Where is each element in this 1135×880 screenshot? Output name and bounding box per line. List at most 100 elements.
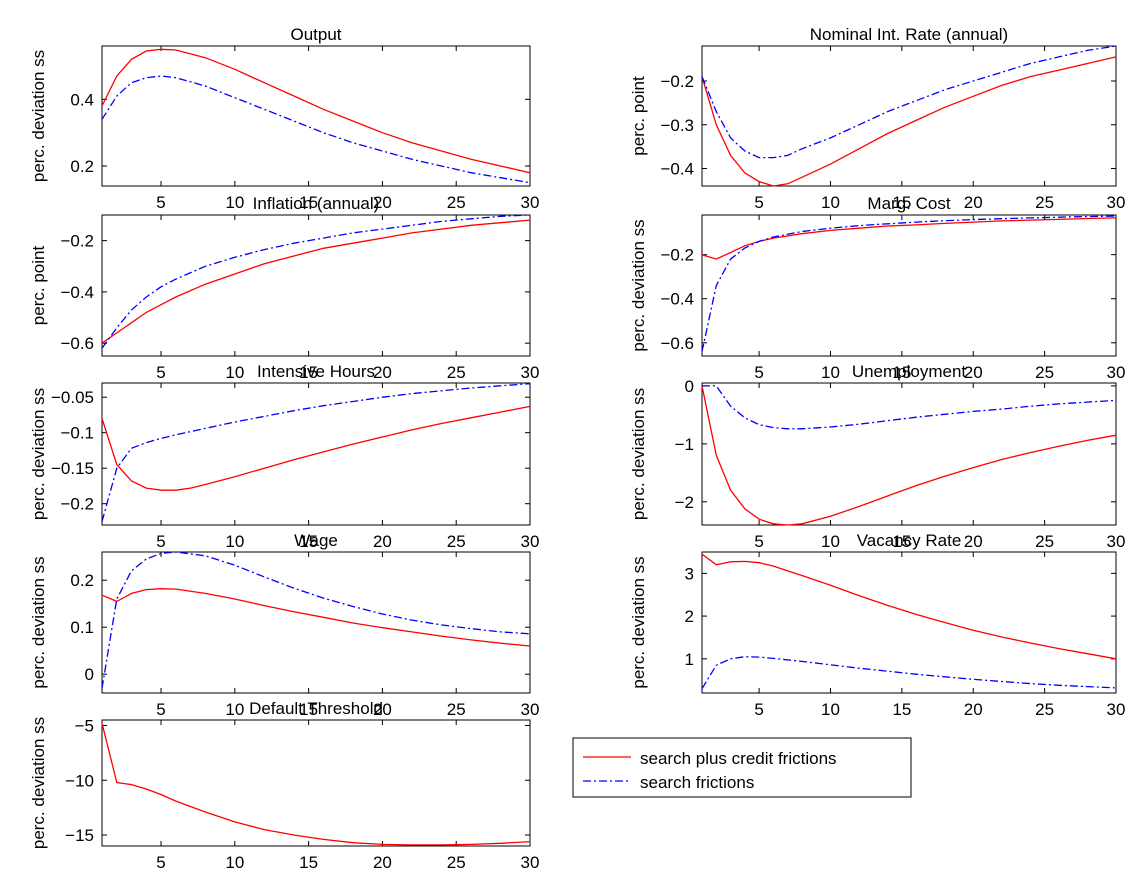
x-tick-label: 10	[821, 363, 840, 382]
series-line-search	[101, 383, 531, 522]
panel-title: Marg. Cost	[867, 194, 950, 213]
x-tick-label: 5	[754, 532, 763, 551]
x-tick-label: 5	[754, 363, 763, 382]
series-line-credit	[701, 217, 1117, 260]
series-line-credit	[101, 48, 531, 174]
panel-9: 5 10 15 20 25 30 −15 −10 −5 Default Threshold perc…	[29, 699, 539, 872]
x-tick-label: 30	[521, 700, 540, 719]
x-tick-label: 5	[754, 700, 763, 719]
x-tick-label: 15	[299, 853, 318, 872]
x-tick-label: 10	[821, 193, 840, 212]
x-tick-label: 10	[225, 532, 244, 551]
plot-area	[101, 719, 531, 847]
y-tick-label: −0.6	[60, 334, 94, 353]
y-tick-label: −0.2	[660, 246, 694, 265]
plot-area	[101, 45, 531, 187]
series-line-search	[701, 45, 1117, 159]
y-tick-label: −0.2	[660, 72, 694, 91]
y-tick-label: −0.2	[60, 232, 94, 251]
x-tick-label: 10	[225, 853, 244, 872]
series-line-credit	[701, 553, 1117, 660]
x-tick-label: 5	[754, 193, 763, 212]
x-tick-label: 5	[156, 853, 165, 872]
x-tick-label: 5	[156, 363, 165, 382]
y-tick-label: −10	[65, 771, 94, 790]
y-axis-label: perc. point	[29, 246, 48, 326]
x-tick-label: 25	[447, 193, 466, 212]
series-line-search	[701, 656, 1117, 690]
y-tick-label: −5	[75, 716, 94, 735]
x-tick-label: 25	[447, 532, 466, 551]
panel-title: Unemployment	[852, 362, 967, 381]
y-axis-label: perc. deviation ss	[29, 388, 48, 520]
y-tick-label: −1	[675, 435, 694, 454]
x-tick-label: 25	[1035, 532, 1054, 551]
y-tick-label: 0.2	[70, 571, 94, 590]
x-tick-label: 25	[1035, 363, 1054, 382]
x-tick-label: 20	[373, 853, 392, 872]
x-tick-label: 25	[1035, 193, 1054, 212]
x-tick-label: 20	[373, 363, 392, 382]
x-tick-label: 10	[821, 532, 840, 551]
y-tick-label: 0	[85, 665, 94, 684]
x-tick-label: 15	[299, 532, 318, 551]
x-tick-label: 10	[225, 193, 244, 212]
x-tick-label: 10	[225, 700, 244, 719]
panel-3: 5 10 15 20 25 30 −0.6 −0.4 −0.2 Inflation (annual…	[29, 194, 539, 382]
y-tick-label: −0.4	[660, 290, 694, 309]
panel-title: Inflation (annual)	[253, 194, 380, 213]
panel-5: 5 10 15 20 25 30 −0.2 −0.15 −0.1 −0.05 Intensive H…	[29, 362, 539, 551]
x-tick-label: 30	[521, 193, 540, 212]
y-tick-label: −0.6	[660, 334, 694, 353]
plot-area	[701, 551, 1117, 694]
y-tick-label: 0.2	[70, 157, 94, 176]
x-tick-label: 20	[964, 193, 983, 212]
series-line-credit	[701, 385, 1117, 526]
x-tick-label: 5	[156, 532, 165, 551]
series-line-search	[701, 215, 1117, 352]
y-axis-label: perc. deviation ss	[629, 388, 648, 520]
y-tick-label: 0	[685, 377, 694, 396]
y-tick-label: −0.3	[660, 116, 694, 135]
y-axis-label: perc. deviation ss	[629, 219, 648, 351]
plot-area	[101, 551, 531, 694]
x-tick-label: 15	[892, 532, 911, 551]
x-tick-label: 25	[447, 363, 466, 382]
y-axis-label: perc. point	[629, 76, 648, 156]
x-tick-label: 20	[373, 193, 392, 212]
x-tick-label: 25	[447, 700, 466, 719]
y-tick-label: −2	[675, 493, 694, 512]
y-tick-label: −0.15	[51, 459, 94, 478]
y-tick-label: −0.05	[51, 388, 94, 407]
x-tick-label: 20	[373, 700, 392, 719]
x-tick-label: 5	[156, 700, 165, 719]
series-line-credit	[101, 723, 531, 846]
x-tick-label: 30	[1107, 193, 1126, 212]
x-tick-label: 30	[1107, 363, 1126, 382]
x-tick-label: 30	[521, 853, 540, 872]
x-tick-label: 25	[1035, 700, 1054, 719]
plot-area	[701, 45, 1117, 187]
x-tick-label: 15	[299, 363, 318, 382]
x-tick-label: 10	[821, 700, 840, 719]
series-line-credit	[701, 56, 1117, 187]
series-line-credit	[101, 405, 531, 491]
y-tick-label: −0.4	[660, 160, 694, 179]
panel-title: Output	[290, 25, 341, 44]
plot-area	[701, 214, 1117, 357]
y-tick-label: 3	[685, 564, 694, 583]
x-tick-label: 15	[299, 700, 318, 719]
panel-7: 5 10 15 20 25 30 0 0.1 0.2 Wage perc. deviation ss	[29, 531, 539, 719]
series-line-credit	[101, 219, 531, 344]
x-tick-label: 30	[1107, 700, 1126, 719]
y-axis-label: perc. deviation ss	[29, 717, 48, 849]
panel-8: 5 10 15 20 25 30 1 2 3 Vacancy Rate perc. deviatio…	[629, 531, 1125, 719]
x-tick-label: 30	[1107, 532, 1126, 551]
panel-title: Default Threshold	[249, 699, 383, 718]
x-tick-label: 30	[521, 363, 540, 382]
y-tick-label: 1	[685, 650, 694, 669]
y-tick-label: −0.4	[60, 283, 94, 302]
y-axis-label: perc. deviation ss	[29, 556, 48, 688]
panel-title: Wage	[294, 531, 338, 550]
y-tick-label: 2	[685, 607, 694, 626]
